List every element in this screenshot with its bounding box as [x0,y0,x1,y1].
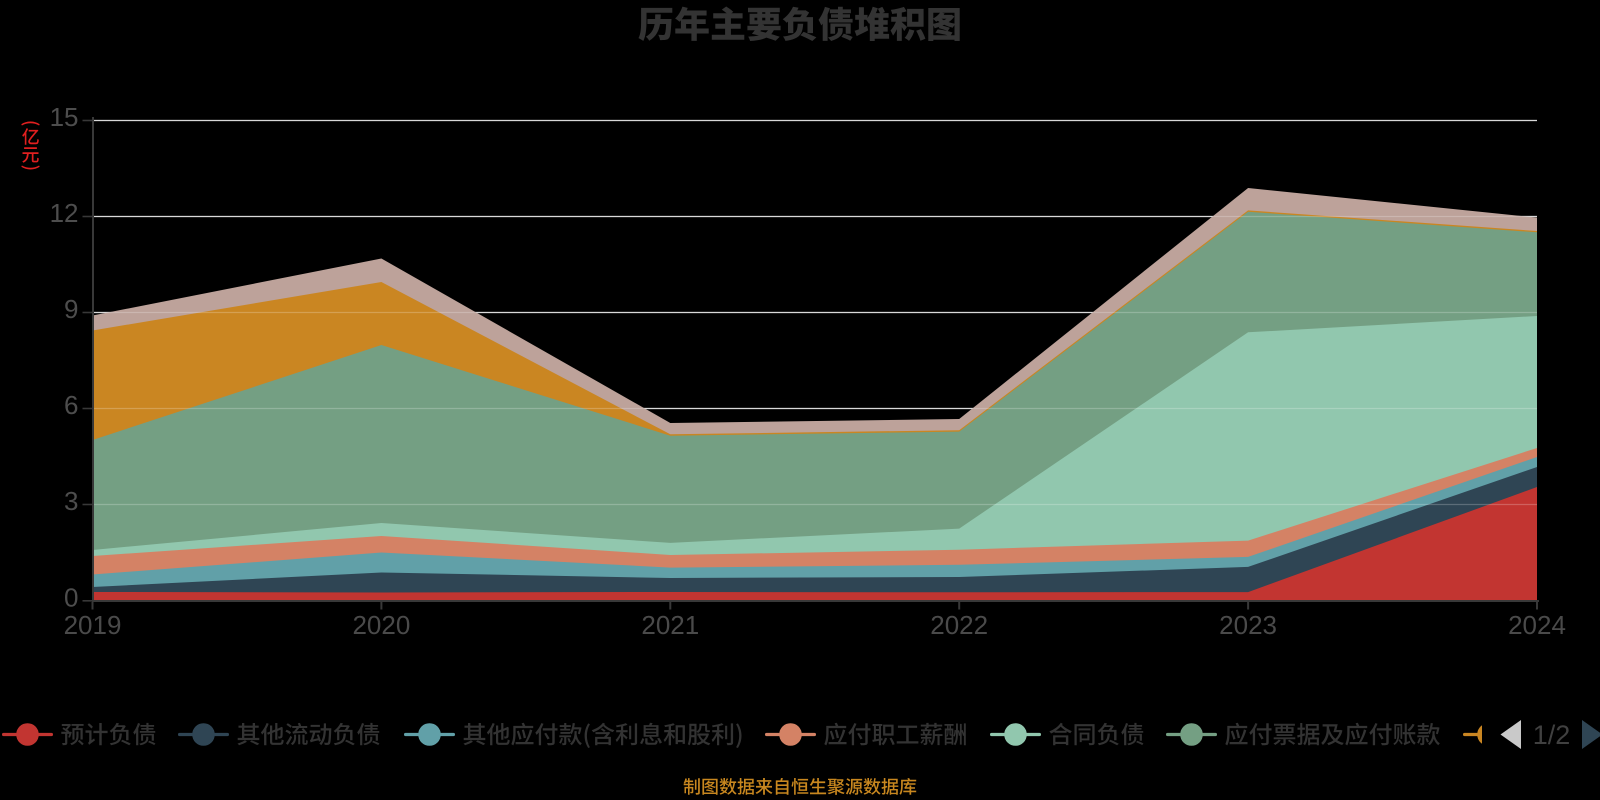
svg-text:1/2: 1/2 [1533,720,1571,750]
svg-text:2020: 2020 [352,610,410,640]
svg-text:2022: 2022 [930,610,988,640]
svg-text:2024: 2024 [1508,610,1566,640]
svg-text:3: 3 [64,486,78,516]
svg-text:2023: 2023 [1219,610,1277,640]
svg-text:9: 9 [64,294,78,324]
svg-text:2019: 2019 [64,610,122,640]
svg-text:0: 0 [64,582,78,612]
svg-text:6: 6 [64,390,78,420]
svg-text:15: 15 [50,102,79,132]
svg-text:12: 12 [50,198,79,228]
svg-text:2021: 2021 [641,610,699,640]
